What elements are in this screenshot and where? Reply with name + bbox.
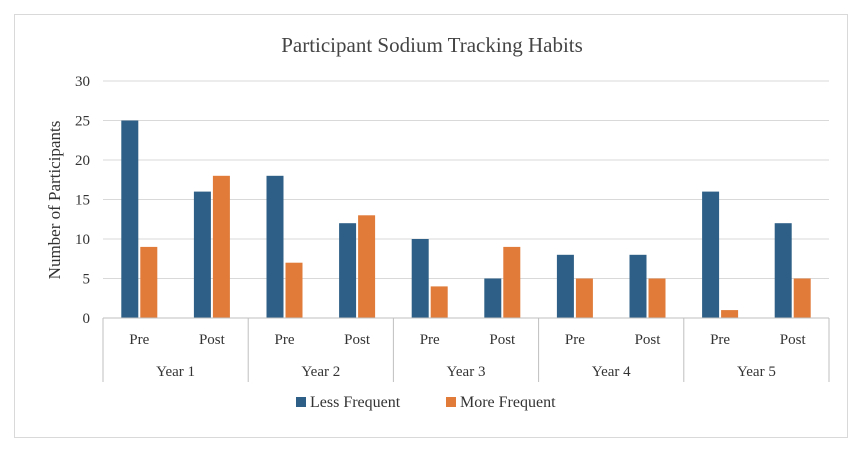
legend-label: More Frequent — [460, 394, 556, 411]
x-group-label: Year 1 — [156, 364, 195, 380]
bar-less-frequent — [702, 191, 720, 318]
y-tick-label: 5 — [83, 272, 91, 288]
x-subcategory-label: Pre — [129, 332, 149, 348]
bar-more-frequent — [285, 262, 303, 318]
y-tick-label: 0 — [83, 311, 91, 327]
y-tick-label: 25 — [75, 114, 90, 130]
bar-more-frequent — [212, 175, 230, 318]
x-subcategory-label: Pre — [710, 332, 730, 348]
bar-less-frequent — [339, 223, 357, 318]
legend-swatch — [446, 397, 456, 407]
chart-title: Participant Sodium Tracking Habits — [281, 33, 583, 57]
bar-less-frequent — [121, 120, 139, 318]
bar-less-frequent — [484, 278, 502, 318]
bar-more-frequent — [358, 215, 376, 318]
x-group-label: Year 5 — [737, 364, 776, 380]
bar-less-frequent — [193, 191, 211, 318]
bar-less-frequent — [774, 223, 792, 318]
x-subcategory-label: Pre — [565, 332, 585, 348]
x-subcategory-label: Post — [344, 332, 371, 348]
bar-more-frequent — [575, 278, 593, 318]
x-group-label: Year 4 — [592, 364, 631, 380]
y-tick-label: 15 — [75, 193, 90, 209]
bar-less-frequent — [266, 175, 284, 318]
legend-swatch — [296, 397, 306, 407]
x-group-label: Year 3 — [447, 364, 486, 380]
y-tick-label: 20 — [75, 153, 90, 169]
x-subcategory-label: Post — [199, 332, 226, 348]
legend-label: Less Frequent — [310, 394, 401, 411]
bar-more-frequent — [140, 246, 158, 318]
x-subcategory-label: Post — [635, 332, 662, 348]
bar-more-frequent — [648, 278, 666, 318]
bar-more-frequent — [721, 310, 739, 318]
bar-more-frequent — [430, 286, 448, 318]
x-subcategory-label: Pre — [275, 332, 295, 348]
bars — [121, 120, 811, 318]
y-tick-label: 10 — [75, 232, 90, 248]
x-subcategory-label: Post — [780, 332, 807, 348]
gridlines — [103, 80, 829, 319]
legend: Less Frequent More Frequent — [296, 394, 556, 411]
bar-less-frequent — [411, 239, 429, 318]
y-tick-label: 30 — [75, 74, 90, 90]
bar-less-frequent — [556, 254, 574, 318]
bar-more-frequent — [503, 246, 521, 318]
y-tick-labels: 0 5 10 15 20 25 30 — [75, 74, 90, 327]
y-axis-label: Number of Participants — [45, 121, 64, 280]
bar-more-frequent — [793, 278, 811, 318]
x-subcategory-label: Pre — [420, 332, 440, 348]
x-group-label: Year 2 — [301, 364, 340, 380]
bar-less-frequent — [629, 254, 647, 318]
x-subcategory-label: Post — [489, 332, 516, 348]
